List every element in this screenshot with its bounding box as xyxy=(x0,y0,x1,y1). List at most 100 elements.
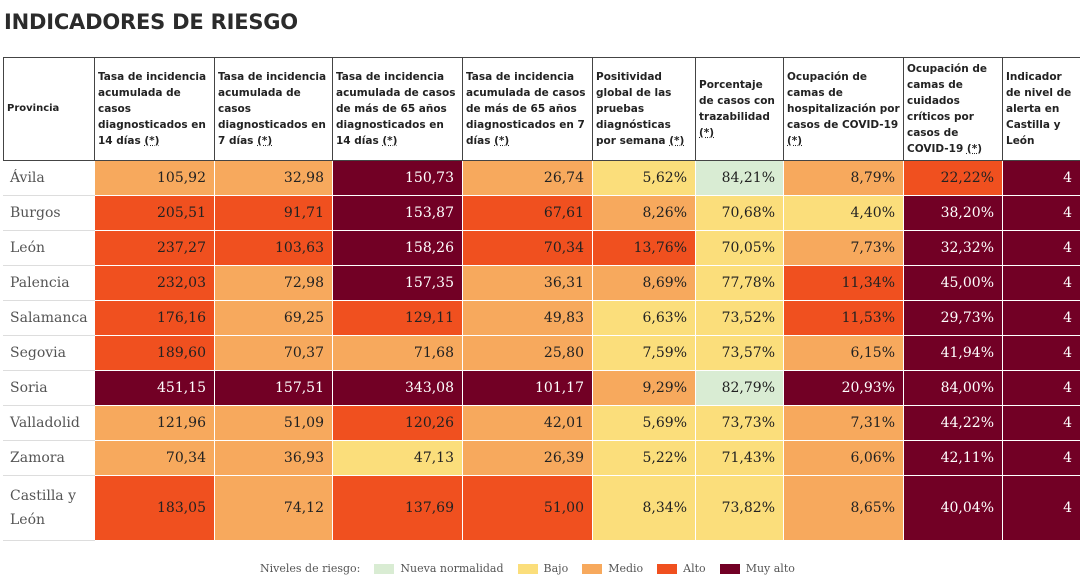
column-header: Indicador de nivel de alerta en Castilla… xyxy=(1002,57,1080,161)
value-cell: 7,31% xyxy=(783,405,904,441)
table-row: Zamora 70,34 36,93 47,13 26,39 5,22% 71,43% 6,0… xyxy=(3,440,1080,476)
column-header: Ocupación de camas de cuidados críticos … xyxy=(903,57,1003,161)
column-header: Provincia xyxy=(3,57,95,161)
value-cell: 84,00% xyxy=(903,370,1003,406)
value-cell: 11,34% xyxy=(783,265,904,301)
value-cell: 73,82% xyxy=(695,475,784,541)
value-cell: 157,35 xyxy=(332,265,463,301)
value-cell: 8,26% xyxy=(592,195,696,231)
table-row: Segovia 189,60 70,37 71,68 25,80 7,59% 73,57% 6… xyxy=(3,335,1080,371)
value-cell: 103,63 xyxy=(214,230,333,266)
value-cell: 22,22% xyxy=(903,160,1003,196)
value-cell: 153,87 xyxy=(332,195,463,231)
value-cell: 150,73 xyxy=(332,160,463,196)
legend-swatch xyxy=(657,563,678,574)
value-cell: 4 xyxy=(1002,230,1080,266)
province-cell: Castilla y León xyxy=(3,475,95,541)
value-cell: 4 xyxy=(1002,160,1080,196)
table-row: Palencia 232,03 72,98 157,35 36,31 8,69% 77,78… xyxy=(3,265,1080,301)
province-cell: Valladolid xyxy=(3,405,95,441)
legend-swatch xyxy=(719,563,740,574)
value-cell: 73,57% xyxy=(695,335,784,371)
value-cell: 70,05% xyxy=(695,230,784,266)
column-header: Ocupación de camas de hospitalización po… xyxy=(783,57,904,161)
legend-label: Niveles de riesgo: xyxy=(260,562,361,575)
header-row: Provincia Tasa de incidencia acumulada de… xyxy=(3,57,1080,161)
table-body: Ávila 105,92 32,98 150,73 26,74 5,62% 84,21% 8,… xyxy=(3,160,1080,541)
value-cell: 5,22% xyxy=(592,440,696,476)
value-cell: 74,12 xyxy=(214,475,333,541)
value-cell: 51,09 xyxy=(214,405,333,441)
value-cell: 4 xyxy=(1002,300,1080,336)
value-cell: 13,76% xyxy=(592,230,696,266)
value-cell: 5,62% xyxy=(592,160,696,196)
province-cell: Salamanca xyxy=(3,300,95,336)
province-cell: León xyxy=(3,230,95,266)
value-cell: 343,08 xyxy=(332,370,463,406)
value-cell: 6,06% xyxy=(783,440,904,476)
value-cell: 38,20% xyxy=(903,195,1003,231)
table-row: León 237,27 103,63 158,26 70,34 13,76% 70,05% 7… xyxy=(3,230,1080,266)
legend-item-label: Medio xyxy=(608,562,644,575)
value-cell: 4 xyxy=(1002,265,1080,301)
value-cell: 120,26 xyxy=(332,405,463,441)
column-header: Porcentaje de casos con trazabilidad (*) xyxy=(695,57,784,161)
value-cell: 232,03 xyxy=(94,265,215,301)
legend-swatch xyxy=(374,563,395,574)
value-cell: 237,27 xyxy=(94,230,215,266)
value-cell: 8,69% xyxy=(592,265,696,301)
value-cell: 84,21% xyxy=(695,160,784,196)
value-cell: 5,69% xyxy=(592,405,696,441)
value-cell: 70,34 xyxy=(462,230,593,266)
value-cell: 72,98 xyxy=(214,265,333,301)
value-cell: 4,40% xyxy=(783,195,904,231)
page-title: INDICADORES DE RIESGO xyxy=(4,10,298,34)
risk-legend: Niveles de riesgo: Nueva normalidad Bajo M… xyxy=(260,562,795,575)
risk-indicators-table: Provincia Tasa de incidencia acumulada de… xyxy=(3,57,1080,541)
table-row: Burgos 205,51 91,71 153,87 67,61 8,26% 70,68% 4… xyxy=(3,195,1080,231)
value-cell: 183,05 xyxy=(94,475,215,541)
table-row: Castilla y León 183,05 74,12 137,69 51,00 8,3… xyxy=(3,475,1080,541)
value-cell: 205,51 xyxy=(94,195,215,231)
value-cell: 91,71 xyxy=(214,195,333,231)
value-cell: 8,79% xyxy=(783,160,904,196)
value-cell: 69,25 xyxy=(214,300,333,336)
value-cell: 71,68 xyxy=(332,335,463,371)
value-cell: 73,73% xyxy=(695,405,784,441)
province-cell: Palencia xyxy=(3,265,95,301)
value-cell: 36,31 xyxy=(462,265,593,301)
province-cell: Soria xyxy=(3,370,95,406)
value-cell: 4 xyxy=(1002,335,1080,371)
value-cell: 42,01 xyxy=(462,405,593,441)
value-cell: 7,59% xyxy=(592,335,696,371)
value-cell: 82,79% xyxy=(695,370,784,406)
column-header: Tasa de incidencia acumulada de casos di… xyxy=(94,57,215,161)
value-cell: 101,17 xyxy=(462,370,593,406)
value-cell: 8,34% xyxy=(592,475,696,541)
value-cell: 11,53% xyxy=(783,300,904,336)
column-header: Tasa de incidencia acumulada de casos de… xyxy=(462,57,593,161)
value-cell: 26,39 xyxy=(462,440,593,476)
legend-swatch xyxy=(517,563,538,574)
value-cell: 25,80 xyxy=(462,335,593,371)
column-header: Tasa de incidencia acumulada de casos di… xyxy=(214,57,333,161)
value-cell: 70,37 xyxy=(214,335,333,371)
value-cell: 49,83 xyxy=(462,300,593,336)
value-cell: 105,92 xyxy=(94,160,215,196)
value-cell: 26,74 xyxy=(462,160,593,196)
value-cell: 70,68% xyxy=(695,195,784,231)
value-cell: 29,73% xyxy=(903,300,1003,336)
province-cell: Burgos xyxy=(3,195,95,231)
value-cell: 47,13 xyxy=(332,440,463,476)
value-cell: 73,52% xyxy=(695,300,784,336)
table-row: Valladolid 121,96 51,09 120,26 42,01 5,69% 73,… xyxy=(3,405,1080,441)
value-cell: 4 xyxy=(1002,405,1080,441)
value-cell: 40,04% xyxy=(903,475,1003,541)
value-cell: 67,61 xyxy=(462,195,593,231)
legend-item-label: Nueva normalidad xyxy=(400,562,504,575)
value-cell: 44,22% xyxy=(903,405,1003,441)
value-cell: 45,00% xyxy=(903,265,1003,301)
legend-swatch xyxy=(582,563,603,574)
value-cell: 189,60 xyxy=(94,335,215,371)
value-cell: 7,73% xyxy=(783,230,904,266)
